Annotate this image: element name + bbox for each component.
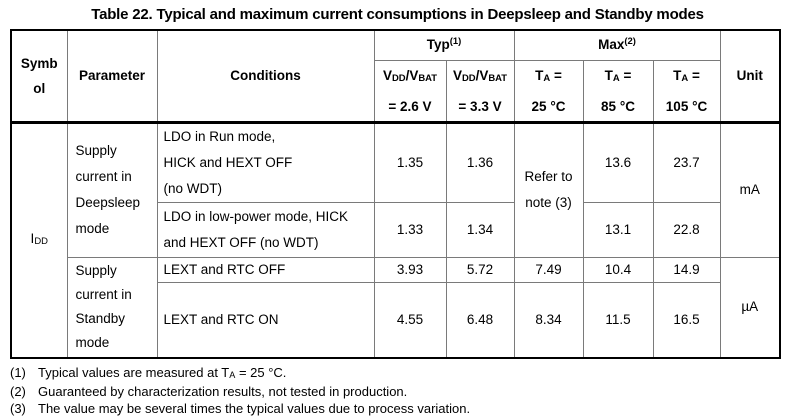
value-max-25-note: Refer to note (3): [513, 120, 584, 258]
conditions-ldo-lowpower: LDO in low-power mode, HICK and HEXT OFF…: [156, 201, 375, 258]
footnote-2: (2) Guaranteed by characterization resul…: [10, 383, 795, 400]
footnote-text: Guaranteed by characterization results, …: [38, 384, 408, 399]
header-unit: Unit: [719, 29, 781, 123]
value-typ-3v3: 6.48: [445, 281, 515, 359]
conditions-ldo-run: LDO in Run mode, HICK and HEXT OFF (no W…: [156, 120, 375, 203]
footnotes: (1) Typical values are measured at TA = …: [10, 364, 795, 417]
header-typ-group: Typ(1): [373, 29, 515, 61]
value-typ-2v6: 1.33: [373, 201, 447, 258]
footnote-text: The value may be several times the typic…: [38, 401, 471, 416]
header-max-ta-105: TA = 105 °C: [652, 59, 721, 123]
table-row-standby-rtc-on: LEXT and RTC ON 4.55 6.48 8.34 11.5 16.5: [11, 281, 780, 359]
value-max-25: 8.34: [513, 281, 584, 359]
footnote-number: (1): [10, 365, 26, 380]
parameter-standby: Supply current in Standby mode: [66, 256, 158, 359]
symbol-idd: IDD: [10, 120, 68, 359]
unit-standby: µA: [719, 256, 781, 359]
footnote-number: (2): [10, 384, 26, 399]
value-max-105: 23.7: [652, 120, 721, 203]
value-max-25: 7.49: [513, 256, 584, 283]
table-title: Table 22. Typical and maximum current co…: [91, 6, 704, 23]
value-max-105: 14.9: [652, 256, 721, 283]
unit-deepsleep: mA: [719, 120, 781, 258]
table-row-standby-rtc-off: Supply current in Standby mode LEXT and …: [11, 256, 781, 359]
parameter-deepsleep: Supply current in Deepsleep mode: [66, 120, 158, 258]
value-max-85: 13.6: [582, 120, 654, 203]
value-max-105: 22.8: [652, 201, 721, 258]
value-max-105: 16.5: [652, 281, 721, 359]
header-typ-vdd-3v3: VDD/VBAT = 3.3 V: [445, 59, 515, 123]
footnote-number: (3): [10, 401, 26, 416]
header-max-ta-25: TA = 25 °C: [513, 59, 584, 123]
value-typ-2v6: 1.35: [373, 120, 447, 203]
table-row-deepsleep-lowpower: LDO in low-power mode, HICK and HEXT OFF…: [11, 201, 780, 258]
value-max-85: 10.4: [582, 256, 654, 283]
header-row-sub: VDD/VBAT = 2.6 V VDD/VBAT = 3.3 V TA = 2…: [11, 59, 780, 123]
header-row-groups: Symb ol Parameter Conditions Typ(1) Max(…: [10, 29, 781, 123]
value-typ-2v6: 3.93: [373, 256, 447, 283]
value-max-85: 11.5: [582, 281, 654, 359]
footnote-3: (3) The value may be several times the t…: [10, 400, 795, 417]
header-parameter: Parameter: [66, 29, 158, 123]
conditions-lext-rtc-off: LEXT and RTC OFF: [156, 256, 375, 283]
value-typ-3v3: 1.36: [445, 120, 515, 203]
value-typ-2v6: 4.55: [373, 281, 447, 359]
value-typ-3v3: 5.72: [445, 256, 515, 283]
header-symbol: Symb ol: [10, 29, 68, 123]
conditions-lext-rtc-on: LEXT and RTC ON: [156, 281, 375, 359]
footnote-text: Typical values are measured at TA = 25 °…: [38, 365, 287, 381]
header-max-group: Max(2): [513, 29, 721, 61]
header-conditions: Conditions: [156, 29, 375, 123]
value-typ-3v3: 1.34: [445, 201, 515, 258]
current-consumption-table: Symb ol Parameter Conditions Typ(1) Max(…: [10, 29, 782, 359]
table-row-deepsleep-run: IDD Supply current in Deepsleep mode LDO…: [10, 120, 781, 359]
header-typ-vdd-2v6: VDD/VBAT = 2.6 V: [373, 59, 447, 123]
value-max-85: 13.1: [582, 201, 654, 258]
footnote-1: (1) Typical values are measured at TA = …: [10, 364, 795, 383]
header-max-ta-85: TA = 85 °C: [582, 59, 654, 123]
